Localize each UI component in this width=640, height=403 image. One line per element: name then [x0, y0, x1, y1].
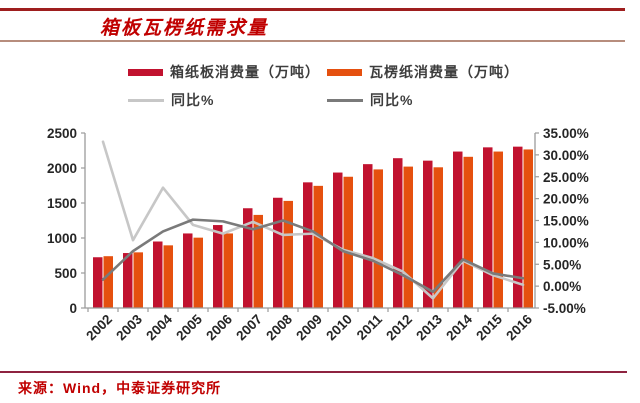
x-tick-label: 2015 [473, 311, 505, 343]
x-tick-label: 2011 [354, 311, 386, 343]
bar-corrugated-2010 [343, 176, 353, 308]
bar-boxboard-2011 [363, 164, 373, 308]
bar-boxboard-2009 [303, 182, 313, 308]
boxboard-bar-swatch-icon [128, 68, 163, 76]
x-tick-label: 2007 [233, 312, 265, 344]
yoy-line-light [101, 140, 525, 300]
yoy-light-line-swatch-icon [128, 98, 164, 102]
x-tick-label: 2009 [293, 312, 325, 344]
bar-boxboard-2014 [453, 151, 463, 308]
bar-boxboard-2010 [333, 172, 343, 308]
left-tick-label: 2500 [47, 126, 77, 141]
bar-boxboard-2003 [123, 253, 133, 308]
bar-corrugated-2014 [463, 156, 473, 308]
bar-corrugated-2004 [163, 245, 173, 308]
left-tick-label: 500 [54, 266, 77, 281]
right-tick-label: 15.00% [543, 214, 589, 229]
right-tick-label: 5.00% [543, 257, 581, 272]
legend-item-boxboard-bar: 箱纸板消费量（万吨） [128, 64, 320, 80]
bar-corrugated-2007 [253, 214, 263, 308]
bar-boxboard-2002 [93, 257, 103, 308]
bar-boxboard-2004 [153, 241, 163, 308]
left-tick-label: 0 [69, 301, 77, 316]
legend-label: 同比% [171, 92, 215, 108]
legend-label: 箱纸板消费量（万吨） [170, 64, 320, 80]
legend-item-yoy-dark: 同比% [327, 92, 413, 108]
bar-corrugated-2002 [103, 256, 113, 308]
left-tick-label: 2000 [47, 161, 77, 176]
x-tick-label: 2010 [323, 312, 355, 344]
bar-corrugated-2003 [133, 252, 143, 308]
legend-label: 瓦楞纸消费量（万吨） [369, 64, 519, 80]
bar-boxboard-2006 [213, 225, 223, 308]
bar-boxboard-2013 [423, 160, 433, 308]
bar-corrugated-2008 [283, 200, 293, 308]
legend-item-yoy-light: 同比% [128, 92, 214, 108]
x-tick-label: 2012 [383, 312, 415, 344]
x-tick-label: 2003 [113, 311, 145, 343]
right-tick-label: 35.00% [543, 126, 589, 141]
header-rule-top [0, 8, 625, 11]
x-tick-label: 2014 [443, 311, 475, 343]
bar-corrugated-2009 [313, 185, 323, 308]
right-tick-label: 20.00% [543, 192, 589, 207]
source-note: 来源：Wind，中泰证券研究所 [18, 380, 222, 396]
bar-boxboard-2008 [273, 197, 283, 308]
x-tick-label: 2005 [173, 311, 205, 343]
bar-boxboard-2005 [183, 233, 193, 308]
right-tick-label: 10.00% [543, 235, 589, 250]
right-tick-label: 0.00% [543, 279, 581, 294]
x-tick-label: 2004 [143, 311, 175, 343]
x-tick-label: 2006 [203, 311, 235, 343]
bar-corrugated-2013 [433, 167, 443, 308]
header-rule-bottom [0, 40, 625, 42]
footer-rule [0, 371, 627, 373]
bar-corrugated-2016 [523, 149, 533, 308]
bar-boxboard-2015 [483, 147, 493, 308]
yoy-dark-line-swatch-icon [327, 98, 363, 102]
bar-corrugated-2006 [223, 233, 233, 308]
corrugated-bar-swatch-icon [327, 68, 362, 76]
yoy-line-dark [101, 218, 525, 294]
bar-corrugated-2005 [193, 237, 203, 308]
bar-boxboard-2007 [243, 208, 253, 308]
x-tick-label: 2016 [503, 311, 535, 343]
right-tick-label: -5.00% [543, 301, 586, 316]
left-tick-label: 1500 [47, 196, 77, 211]
bar-corrugated-2012 [403, 166, 413, 308]
bar-boxboard-2016 [513, 146, 523, 308]
legend-label: 同比% [370, 92, 414, 108]
bar-boxboard-2012 [393, 158, 403, 308]
x-tick-label: 2008 [263, 311, 295, 343]
right-tick-label: 25.00% [543, 170, 589, 185]
bar-corrugated-2011 [373, 169, 383, 308]
right-tick-label: 30.00% [543, 148, 589, 163]
legend-item-corrugated-bar: 瓦楞纸消费量（万吨） [327, 64, 519, 80]
bar-corrugated-2015 [493, 151, 503, 308]
left-tick-label: 1000 [47, 231, 77, 246]
page-title: 箱板瓦楞纸需求量 [100, 17, 269, 39]
x-tick-label: 2013 [413, 311, 445, 343]
x-tick-label: 2002 [83, 312, 115, 344]
